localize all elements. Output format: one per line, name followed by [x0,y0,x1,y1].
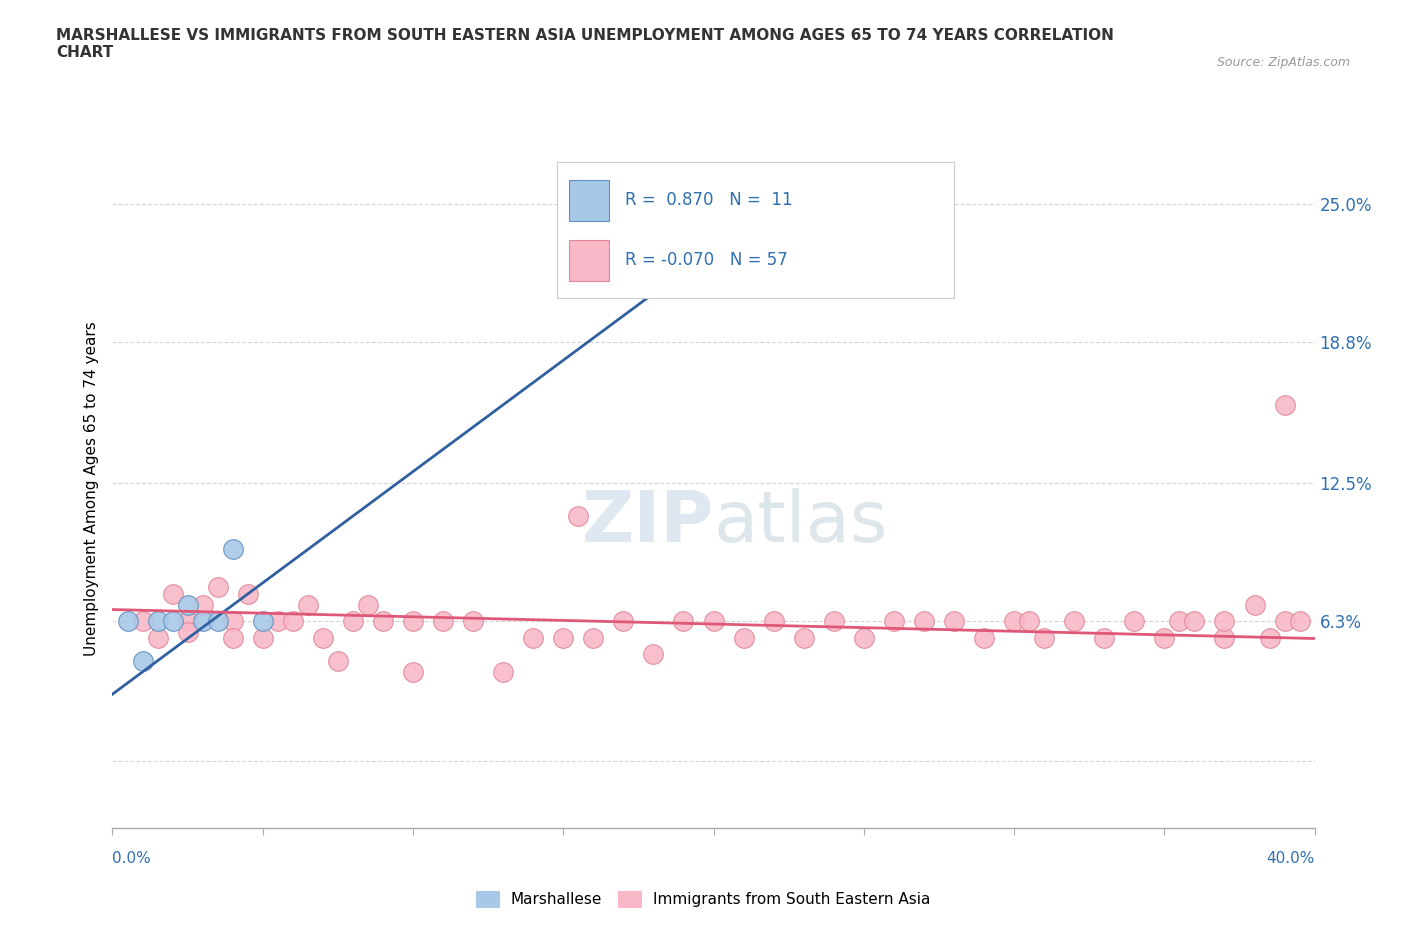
Text: MARSHALLESE VS IMMIGRANTS FROM SOUTH EASTERN ASIA UNEMPLOYMENT AMONG AGES 65 TO : MARSHALLESE VS IMMIGRANTS FROM SOUTH EAS… [56,28,1114,60]
Point [1288,613,1310,628]
Text: 40.0%: 40.0% [1267,851,1315,866]
Point [191,598,214,613]
Point [612,613,634,628]
Point [402,613,425,628]
Point [267,613,290,628]
Point [222,631,245,646]
Point [236,587,259,602]
Point [1274,613,1296,628]
Point [207,580,229,595]
Point [207,613,229,628]
Point [1243,598,1265,613]
Point [522,631,544,646]
Point [297,598,319,613]
Point [342,613,364,628]
Point [461,613,484,628]
Point [492,664,515,679]
Point [883,613,905,628]
Point [793,631,815,646]
Point [1123,613,1146,628]
Point [1018,613,1040,628]
Point [1213,631,1236,646]
Text: atlas: atlas [713,487,889,557]
Point [146,631,169,646]
Point [326,653,349,668]
Point [117,613,139,628]
Point [553,631,575,646]
Point [1002,613,1025,628]
Point [222,542,245,557]
Point [762,613,785,628]
Point [176,624,198,639]
Point [582,631,605,646]
Point [191,613,214,628]
Point [762,208,785,223]
Text: Source: ZipAtlas.com: Source: ZipAtlas.com [1216,56,1350,69]
Point [1274,397,1296,412]
Point [852,631,875,646]
Point [973,631,995,646]
Point [162,613,184,628]
Point [672,613,695,628]
Point [312,631,335,646]
Point [222,613,245,628]
Point [1153,631,1175,646]
Point [131,613,153,628]
Point [162,587,184,602]
Point [252,613,274,628]
Legend: Marshallese, Immigrants from South Eastern Asia: Marshallese, Immigrants from South Easte… [470,884,936,913]
Point [1168,613,1191,628]
Point [1092,631,1115,646]
Point [567,509,589,524]
Point [176,613,198,628]
Point [176,598,198,613]
Point [402,664,425,679]
Point [432,613,454,628]
Point [1213,613,1236,628]
Point [146,613,169,628]
Point [1063,613,1085,628]
Point [131,653,153,668]
Point [357,598,380,613]
Text: 0.0%: 0.0% [112,851,152,866]
Point [252,631,274,646]
Point [281,613,304,628]
Y-axis label: Unemployment Among Ages 65 to 74 years: Unemployment Among Ages 65 to 74 years [83,321,98,656]
Point [942,613,965,628]
Point [1184,613,1206,628]
Point [793,202,815,217]
Point [912,613,935,628]
Point [702,613,725,628]
Point [823,613,845,628]
Text: ZIP: ZIP [581,487,713,557]
Point [1033,631,1056,646]
Point [371,613,394,628]
Point [1258,631,1281,646]
Point [643,646,665,661]
Point [733,631,755,646]
